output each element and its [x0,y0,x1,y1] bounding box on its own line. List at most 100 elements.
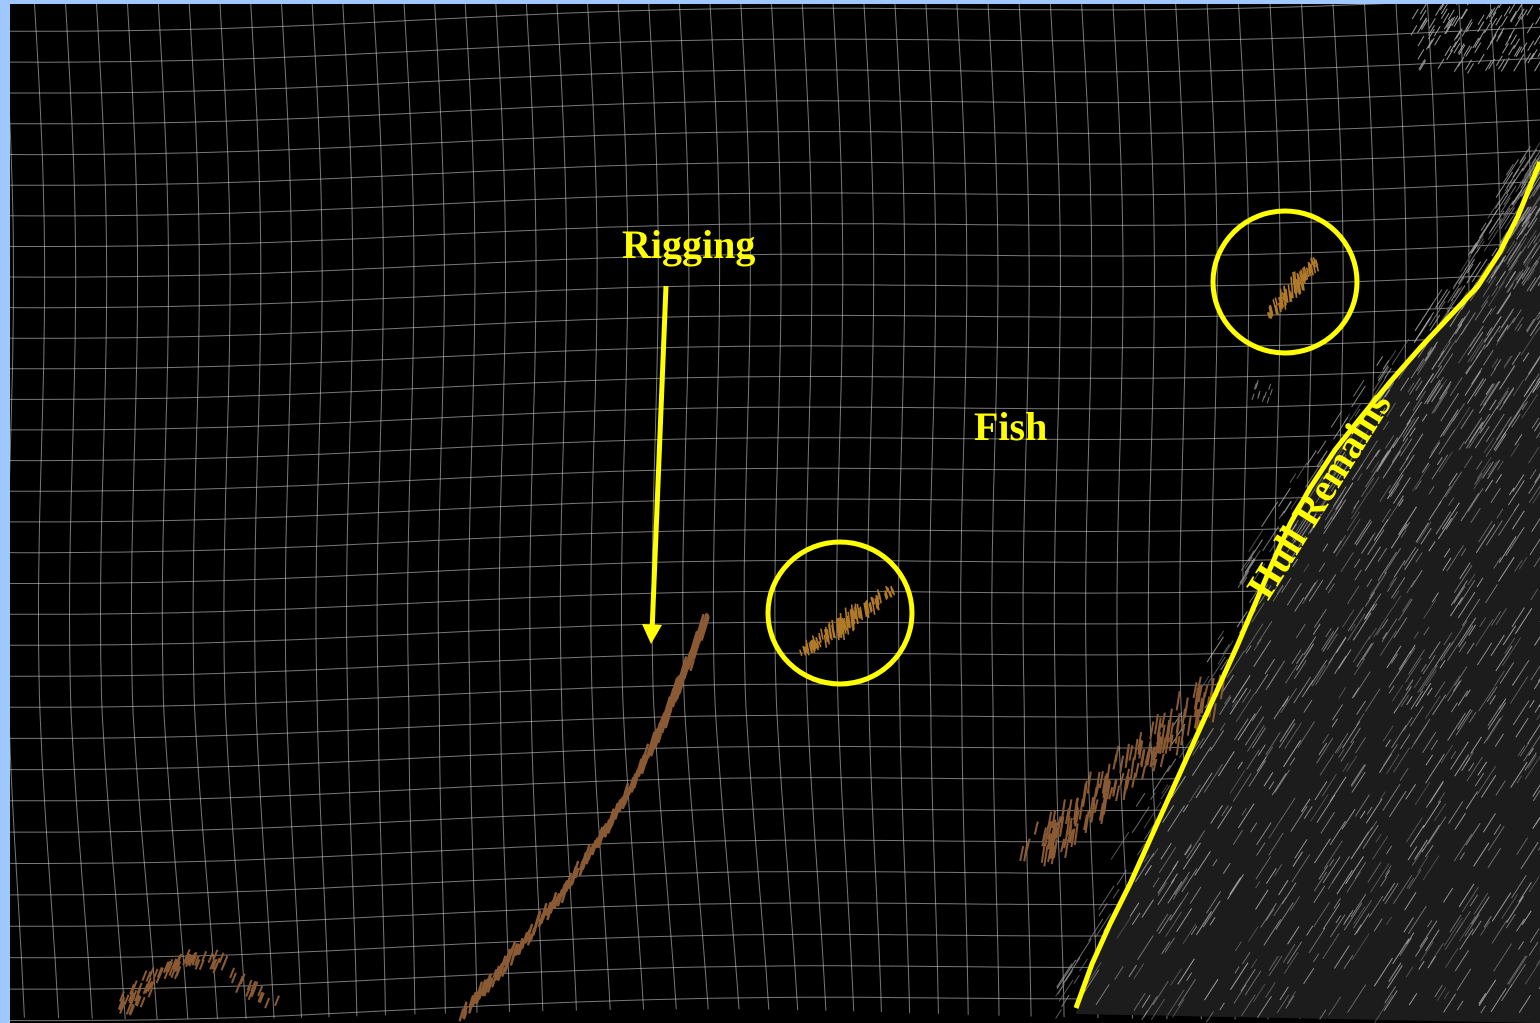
hull-streak [1269,544,1276,553]
hull-streak [1162,805,1175,823]
hull-streak [1442,12,1450,24]
hull-streak [1479,617,1487,627]
rigging-point [123,994,130,1006]
hull-streak [1366,378,1386,407]
fish-point [809,645,814,654]
hull-streak [1502,387,1515,404]
hull-streak [1521,157,1540,185]
hull-streak [1488,58,1496,70]
hull-streak [1512,156,1527,178]
hull-streak [1240,550,1255,571]
hull-streak [1194,851,1211,876]
hull-streak [1448,472,1458,487]
hull-streak [1202,900,1221,928]
hull-streak [1273,695,1290,720]
hull-streak [1278,722,1296,749]
hull-streak [1466,756,1483,782]
hull-streak [1504,637,1516,654]
hull-streak [1323,506,1342,535]
hull-streak [1380,450,1389,463]
hull-streak [1452,268,1467,290]
hull-streak [1421,19,1428,31]
hull-streak [1411,8,1419,20]
hull-streak [1129,902,1140,917]
hull-streak [1524,960,1540,985]
hull-streak [1495,270,1506,287]
hull-streak [1466,263,1474,274]
hull-streak [1502,159,1519,184]
hull-streak [1440,4,1448,15]
hull-streak [1392,419,1412,448]
grid-line [525,4,544,1012]
hull-streak [1501,893,1519,920]
hull-streak [1323,840,1343,869]
hull-streak [1506,955,1527,985]
hull-debris [1186,715,1192,736]
hull-streak [1516,323,1523,332]
hull-streak [1493,557,1502,569]
hull-streak [1282,944,1296,964]
hull-streak [1490,487,1501,504]
hull-streak [1469,325,1484,348]
hull-streak [1421,824,1440,853]
grid-line [311,4,330,1018]
hull-streak [1172,860,1179,870]
fish-point [856,603,861,619]
rigging-arrow-head [642,624,662,644]
hull-streak [1384,986,1397,1004]
hull-streak [1532,784,1540,797]
hull-streak [1347,984,1367,1013]
hull-streak [1164,937,1176,953]
hull-streak [1347,607,1364,632]
rigging-point [191,954,198,966]
hull-streak [1095,913,1112,938]
hull-debris [1156,723,1162,740]
hull-streak [1171,775,1186,799]
rigging-point [480,979,487,995]
hull-streak [1430,440,1441,454]
grid-line [1049,4,1065,1018]
fish-point [847,611,851,629]
hull-streak [1376,627,1382,636]
hull-debris [1197,685,1203,703]
hull-streak [1265,731,1281,756]
hull-streak [1449,741,1469,770]
hull-streak [1170,873,1178,884]
hull-streak [1279,986,1289,1001]
hull-streak [1217,640,1234,665]
hull-streak [1420,527,1432,545]
rigging-point [476,981,483,998]
rigging-point [657,733,662,744]
hull-streak [1443,991,1450,1000]
grid-line [65,4,93,1019]
rigging-point [172,959,179,970]
hull-streak [1386,753,1400,775]
hull-streak [1248,539,1263,562]
rigging-point [182,954,189,966]
hull-streak [1453,564,1473,594]
grid-line [10,364,1540,400]
rigging-point [584,844,591,858]
rigging-point [679,661,687,679]
hull-streak [1526,277,1537,292]
hull-streak [1056,959,1077,989]
hull-streak [1487,200,1500,219]
hull-streak [1484,262,1490,271]
fish-point [1269,388,1273,396]
hull-streak [1243,550,1261,576]
hull-streak [1290,496,1300,510]
hull-streak [1292,513,1311,541]
fish-point [824,628,829,643]
hull-streak [1483,229,1499,252]
fish-point [1305,267,1310,278]
fish-point [1261,395,1265,402]
hull-streak [1350,727,1361,744]
hull-streak [1377,547,1388,562]
hull-streak [1265,982,1276,998]
hull-streak [1503,242,1518,263]
hull-streak [1057,983,1065,995]
hull-streak [1399,937,1412,956]
hull-streak [1413,318,1431,344]
hull-streak [1493,25,1501,37]
hull-streak [1455,28,1463,39]
